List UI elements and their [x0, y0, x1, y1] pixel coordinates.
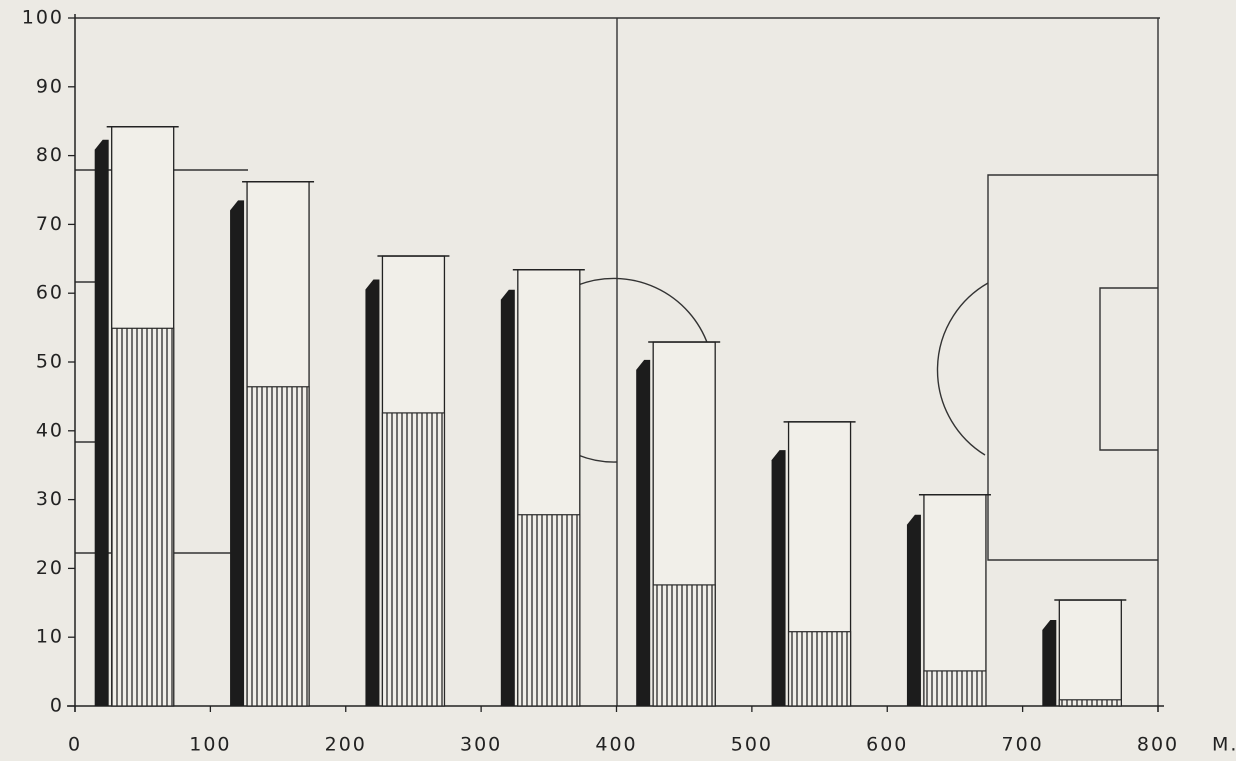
y-tick-label: 60 — [36, 282, 64, 304]
hatched-bar — [652, 584, 716, 707]
x-tick-label: 0 — [68, 734, 82, 756]
dark-bar — [365, 279, 380, 706]
hatched-bar — [787, 631, 852, 707]
x-tick-label: 800 — [1137, 734, 1179, 756]
y-tick-label: 0 — [50, 695, 64, 717]
dark-bar — [94, 139, 109, 706]
hatched-bar — [517, 514, 581, 707]
y-tick-label: 40 — [36, 419, 64, 441]
x-tick-label: 700 — [1001, 734, 1043, 756]
hatched-bar — [381, 412, 446, 707]
hatched-bar — [923, 670, 987, 707]
hatched-bar — [1058, 699, 1122, 707]
y-tick-label: 80 — [36, 144, 64, 166]
dark-bar — [230, 200, 245, 706]
y-tick-label: 100 — [22, 7, 64, 29]
x-tick-label: 600 — [866, 734, 908, 756]
y-tick-label: 30 — [36, 488, 64, 510]
x-tick-label: 300 — [460, 734, 502, 756]
y-tick-label: 50 — [36, 351, 64, 373]
dark-bar — [636, 359, 651, 706]
x-axis-label: M. — [1212, 734, 1236, 756]
x-tick-label: 100 — [189, 734, 231, 756]
y-tick-label: 20 — [36, 557, 64, 579]
y-tick-label: 90 — [36, 75, 64, 97]
hatched-bar — [246, 386, 310, 707]
dark-bar — [500, 289, 515, 706]
dark-bar — [1042, 620, 1057, 706]
pitch — [75, 17, 1160, 712]
x-tick-label: 400 — [595, 734, 637, 756]
hatched-bar — [111, 327, 175, 707]
y-tick-label: 10 — [36, 626, 64, 648]
y-tick-label: 70 — [36, 213, 64, 235]
dark-bar — [771, 450, 786, 706]
dark-bar — [906, 514, 921, 706]
x-tick-label: 500 — [731, 734, 773, 756]
x-tick-label: 200 — [325, 734, 367, 756]
total-bar — [1058, 599, 1122, 707]
